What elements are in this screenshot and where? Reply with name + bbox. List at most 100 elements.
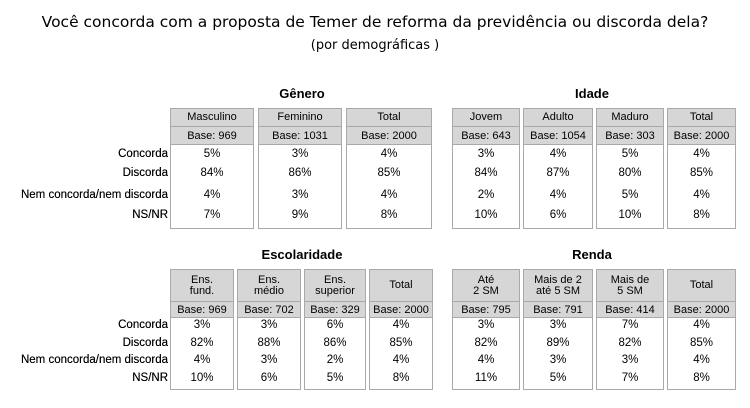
table-cell: 3%: [477, 319, 495, 331]
row-label: Concorda: [118, 319, 168, 331]
row-label: NS/NR: [132, 209, 168, 221]
column-header: Feminino: [259, 109, 341, 127]
table-column: Maduro Base: 303 5% 80% 5% 10%: [596, 108, 664, 229]
row-label: Discorda: [122, 337, 168, 349]
table-column: Ens. fund. Base: 969 3% 82% 4% 10%: [170, 269, 234, 390]
table-cell: 3%: [291, 189, 309, 201]
table-cell: 7%: [203, 209, 221, 221]
table-column: Ens. médio Base: 702 3% 88% 3% 6%: [237, 269, 301, 390]
table-cell: 3%: [193, 319, 211, 331]
table-cell: 5%: [621, 189, 639, 201]
row-label: Discorda: [122, 167, 168, 179]
table-cell: 3%: [260, 354, 278, 366]
column-base: Base: 643: [453, 127, 519, 145]
table-cell: 10%: [190, 372, 214, 384]
column-header: Jovem: [453, 109, 519, 127]
table-column: Mais de 2 até 5 SM Base: 791 3% 89% 3% 5%: [523, 269, 593, 390]
table-cell: 82%: [474, 337, 498, 349]
table-cell: 82%: [618, 337, 642, 349]
table-cell: 4%: [380, 148, 398, 160]
table-cell: 2%: [326, 354, 344, 366]
section-title-genero: Gênero: [279, 86, 325, 101]
column-header: Maduro: [597, 109, 663, 127]
column-base: Base: 969: [171, 302, 233, 318]
table-cell: 4%: [693, 189, 710, 201]
table-cell: 85%: [689, 167, 714, 179]
column-base: Base: 2000: [370, 302, 432, 318]
table-cell: 5%: [621, 148, 639, 160]
table-cell: 4%: [380, 189, 398, 201]
row-label: NS/NR: [132, 372, 168, 384]
table-cell: 10%: [618, 209, 642, 221]
column-base: Base: 791: [524, 302, 592, 318]
column-base: Base: 2000: [668, 127, 735, 145]
column-header: Ens. superior: [305, 270, 365, 302]
row-label: Nem concorda/nem discorda: [20, 354, 168, 366]
column-header: Adulto: [524, 109, 592, 127]
column-header: Mais de 2 até 5 SM: [524, 270, 592, 302]
row-label: Concorda: [118, 148, 168, 160]
table-cell: 8%: [380, 209, 398, 221]
table-cell: 3%: [260, 319, 278, 331]
table-cell: 10%: [474, 209, 498, 221]
column-base: Base: 702: [238, 302, 300, 318]
table-cell: 86%: [288, 167, 312, 179]
table-cell: 5%: [549, 372, 567, 384]
table-cell: 4%: [193, 354, 211, 366]
table-cell: 4%: [549, 189, 567, 201]
column-header: Total: [370, 270, 432, 302]
row-label: Nem concorda/nem discorda: [20, 189, 168, 201]
column-base: Base: 303: [597, 127, 663, 145]
table-column: Total Base: 2000 4% 85% 4% 8%: [369, 269, 433, 390]
table-column: Total Base: 2000 4% 85% 4% 8%: [667, 269, 736, 390]
table-cell: 5%: [203, 148, 221, 160]
column-base: Base: 2000: [347, 127, 431, 145]
section-title-renda: Renda: [572, 247, 612, 262]
column-base: Base: 1054: [524, 127, 592, 145]
table-cell: 84%: [200, 167, 224, 179]
page-title: Você concorda com a proposta de Temer de…: [41, 13, 709, 31]
table-cell: 9%: [291, 209, 309, 221]
table-cell: 4%: [549, 148, 567, 160]
table-cell: 82%: [190, 337, 214, 349]
table-column: Feminino Base: 1031 3% 86% 3% 9%: [258, 108, 342, 229]
table-column: Total Base: 2000 4% 85% 4% 8%: [667, 108, 736, 229]
table-cell: 8%: [693, 372, 710, 384]
column-header: Ens. fund.: [171, 270, 233, 302]
row-label: Nem concorda/nem discorda: [20, 189, 168, 201]
column-base: Base: 1031: [259, 127, 341, 145]
table-cell: 4%: [392, 354, 410, 366]
table-cell: 6%: [326, 319, 344, 331]
column-header: Total: [668, 109, 735, 127]
table-cell: 4%: [693, 354, 710, 366]
table-column: Até 2 SM Base: 795 3% 82% 4% 11%: [452, 269, 520, 390]
table-cell: 3%: [477, 148, 495, 160]
table-cell: 85%: [377, 167, 401, 179]
table-cell: 6%: [549, 209, 567, 221]
table-column: Adulto Base: 1054 4% 87% 4% 6%: [523, 108, 593, 229]
column-base: Base: 969: [171, 127, 253, 145]
row-label: Nem concorda/nem discorda: [20, 354, 168, 366]
table-column: Mais de 5 SM Base: 414 7% 82% 3% 7%: [596, 269, 664, 390]
table-cell: 87%: [546, 167, 570, 179]
table-cell: 4%: [392, 319, 410, 331]
table-cell: 86%: [323, 337, 347, 349]
table-cell: 85%: [389, 337, 413, 349]
row-label: Discorda: [122, 167, 168, 179]
table-cell: 2%: [477, 189, 495, 201]
column-base: Base: 329: [305, 302, 365, 318]
column-header: Ens. médio: [238, 270, 300, 302]
column-header: Total: [668, 270, 735, 302]
table-cell: 3%: [549, 354, 567, 366]
table-cell: 3%: [549, 319, 567, 331]
table-cell: 4%: [477, 354, 495, 366]
page-subtitle: (por demográficas ): [310, 38, 440, 53]
table-cell: 8%: [693, 209, 710, 221]
column-header: Até 2 SM: [453, 270, 519, 302]
table-cell: 6%: [260, 372, 278, 384]
table-cell: 4%: [693, 319, 710, 331]
row-label: Concorda: [118, 319, 168, 331]
table-cell: 7%: [621, 319, 639, 331]
table-cell: 3%: [291, 148, 309, 160]
column-header: Total: [347, 109, 431, 127]
